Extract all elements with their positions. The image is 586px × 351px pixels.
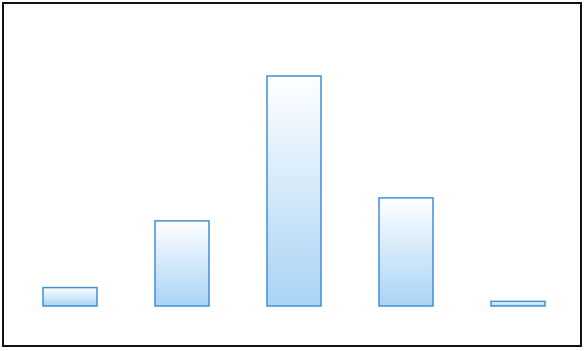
bar-chart: [42, 75, 546, 307]
bars-group: [42, 75, 546, 307]
bar-4: [378, 197, 434, 307]
bar-2: [154, 220, 210, 307]
bar-3: [266, 75, 322, 307]
bar-1: [42, 286, 98, 307]
bar-5: [490, 300, 546, 307]
chart-frame: [2, 2, 582, 347]
